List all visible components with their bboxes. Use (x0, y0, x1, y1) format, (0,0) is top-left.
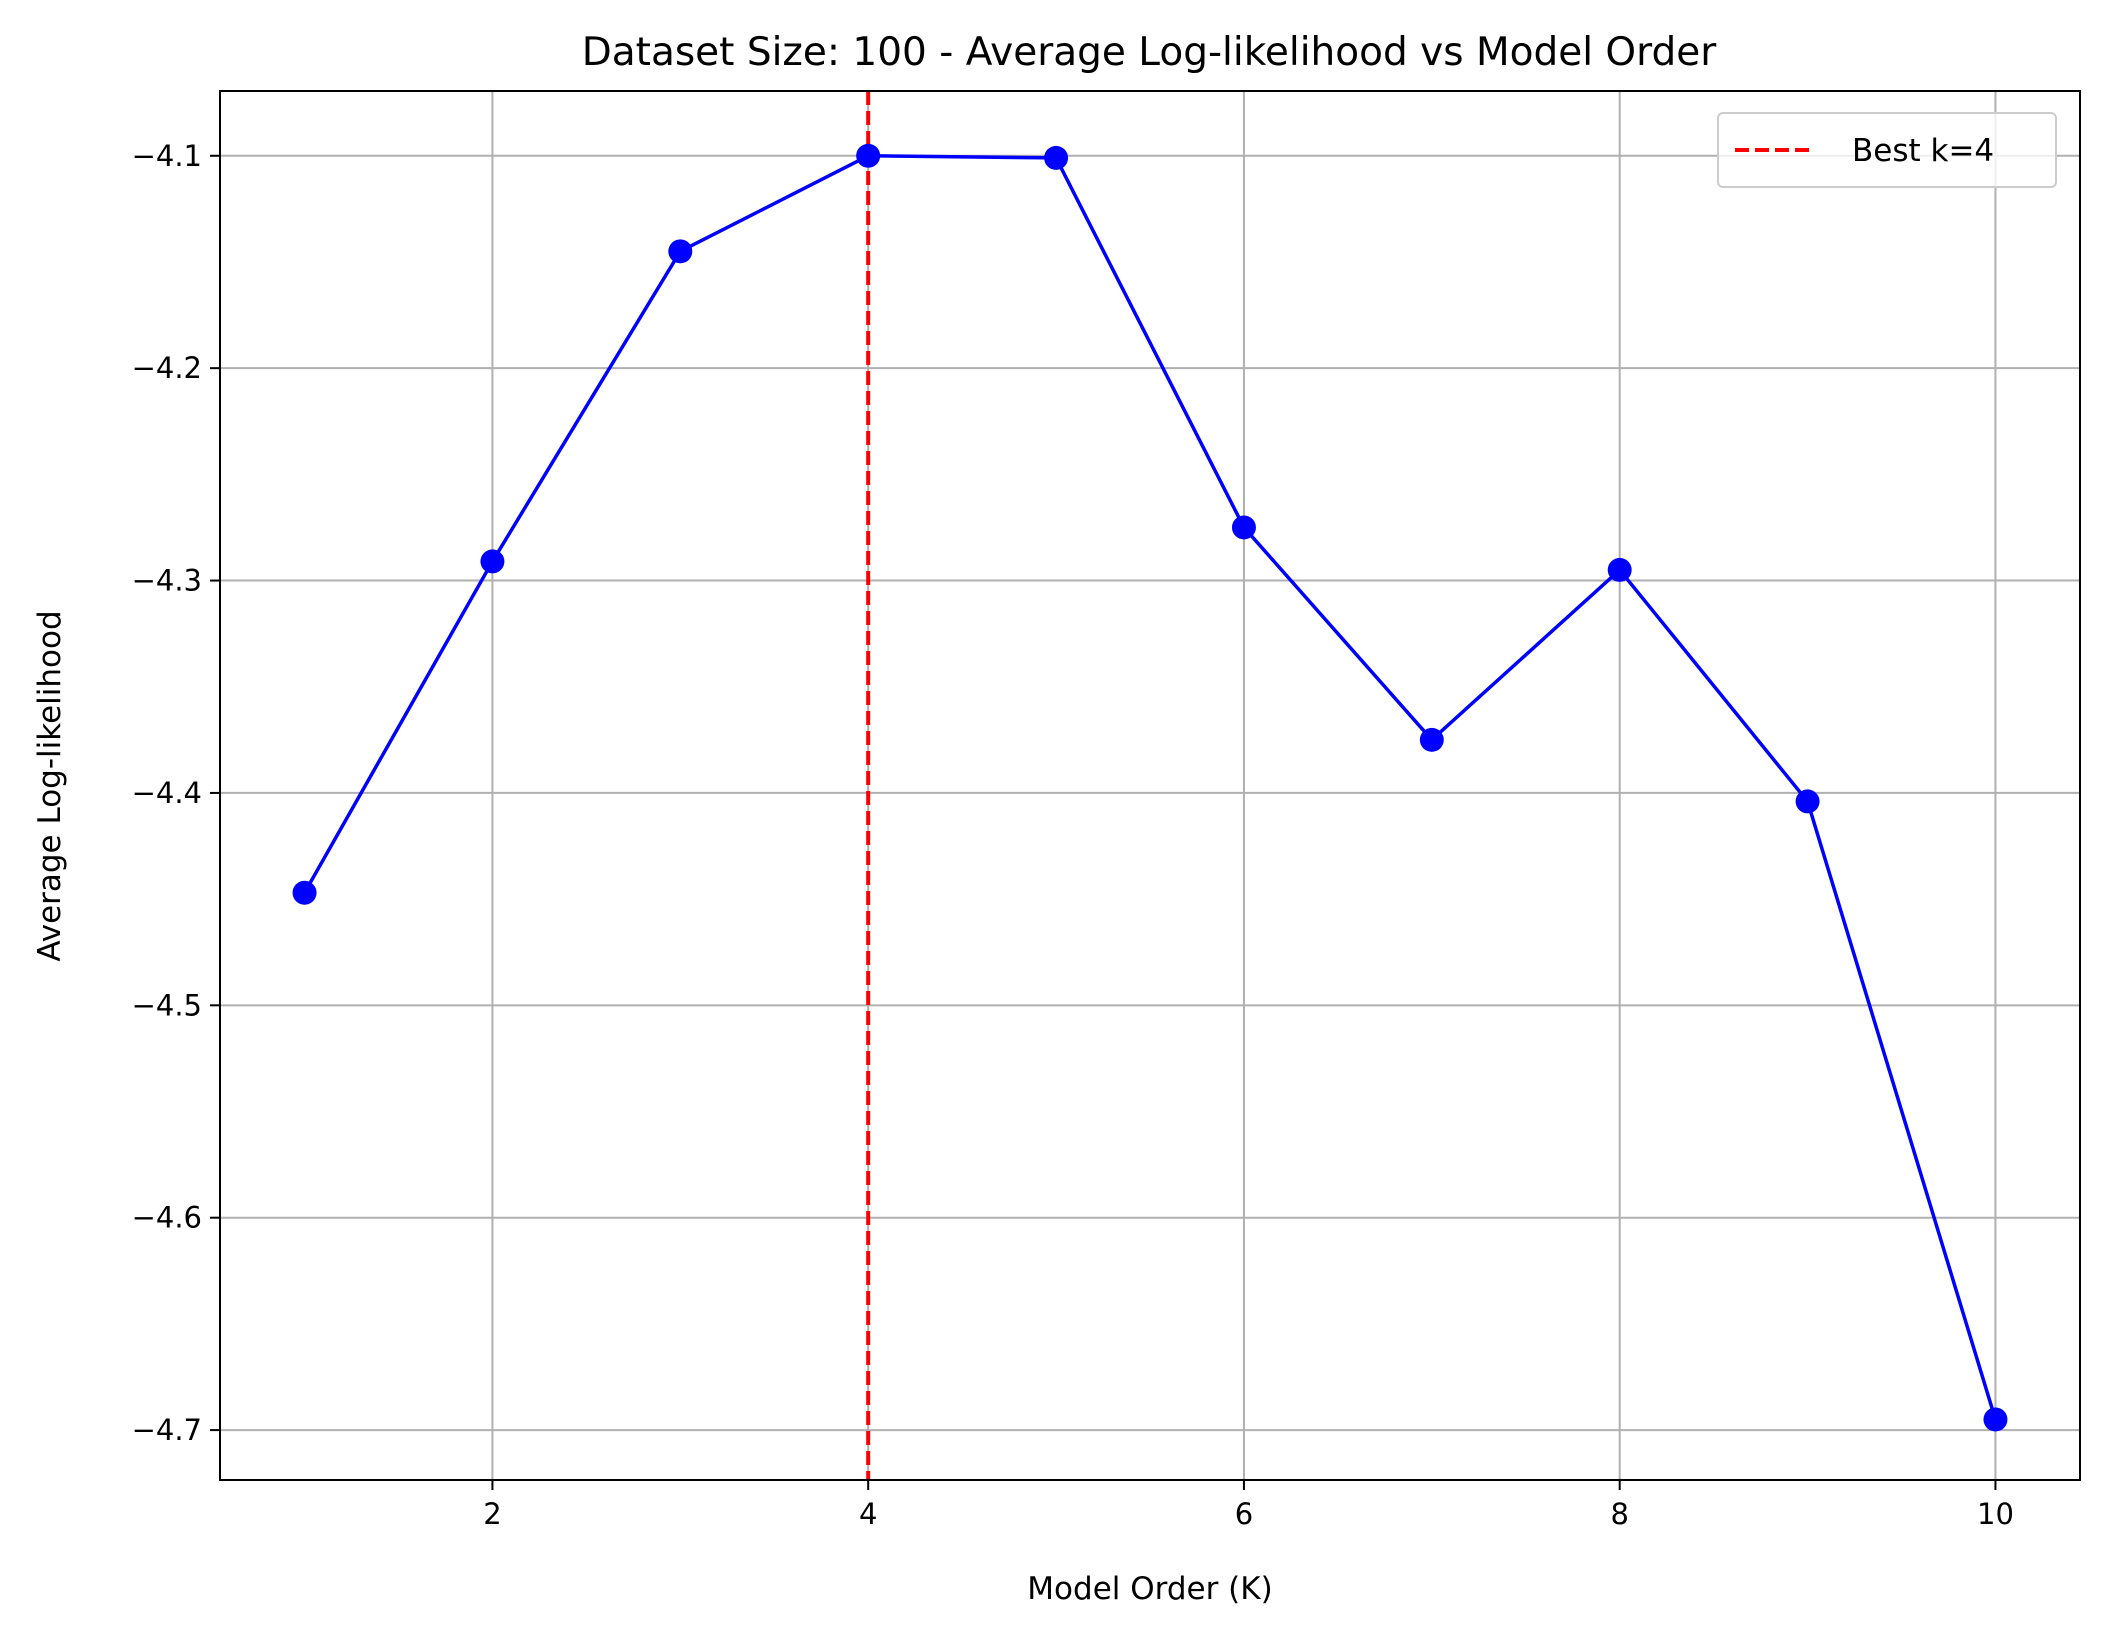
plot-area-frame (219, 90, 2081, 1481)
data-point (1607, 557, 1632, 582)
data-point (1419, 727, 1444, 752)
data-point (668, 239, 693, 264)
y-axis-label: Average Log-likelihood (32, 610, 68, 961)
x-tick-label: 4 (859, 1497, 877, 1531)
y-axis-ticks: −4.1 −4.2 −4.3 −4.4 −4.5 −4.6 −4.7 (132, 139, 220, 1447)
y-tick-label: −4.7 (132, 1413, 202, 1447)
y-tick-label: −4.3 (132, 564, 202, 598)
x-tick-label: 10 (1977, 1497, 2014, 1531)
data-point (856, 143, 881, 168)
x-axis-label: Model Order (K) (1027, 1571, 1272, 1607)
x-tick-label: 2 (483, 1497, 501, 1531)
y-tick-label: −4.4 (132, 776, 202, 810)
y-tick-label: −4.5 (132, 988, 202, 1022)
data-point (1983, 1407, 2008, 1432)
chart-title: Dataset Size: 100 - Average Log-likeliho… (582, 30, 1718, 75)
legend-box (1717, 112, 2057, 188)
data-point (480, 549, 505, 574)
legend-entry-best-k: Best k=4 (1852, 133, 1994, 169)
y-tick-label: −4.2 (132, 351, 202, 385)
x-tick-label: 6 (1235, 1497, 1253, 1531)
x-axis-ticks: 2 4 6 8 10 (483, 1480, 2014, 1531)
data-point (292, 880, 317, 905)
data-point (1795, 789, 1820, 814)
y-tick-label: −4.1 (132, 139, 202, 173)
data-point (1231, 515, 1256, 540)
series-layer (292, 143, 2008, 1432)
x-tick-label: 8 (1610, 1497, 1628, 1531)
legend: Best k=4 (1717, 112, 2057, 188)
data-point (1044, 145, 1069, 170)
series-line (303, 154, 1998, 1420)
y-tick-label: −4.6 (132, 1201, 202, 1235)
grid-lines (220, 91, 2080, 1480)
